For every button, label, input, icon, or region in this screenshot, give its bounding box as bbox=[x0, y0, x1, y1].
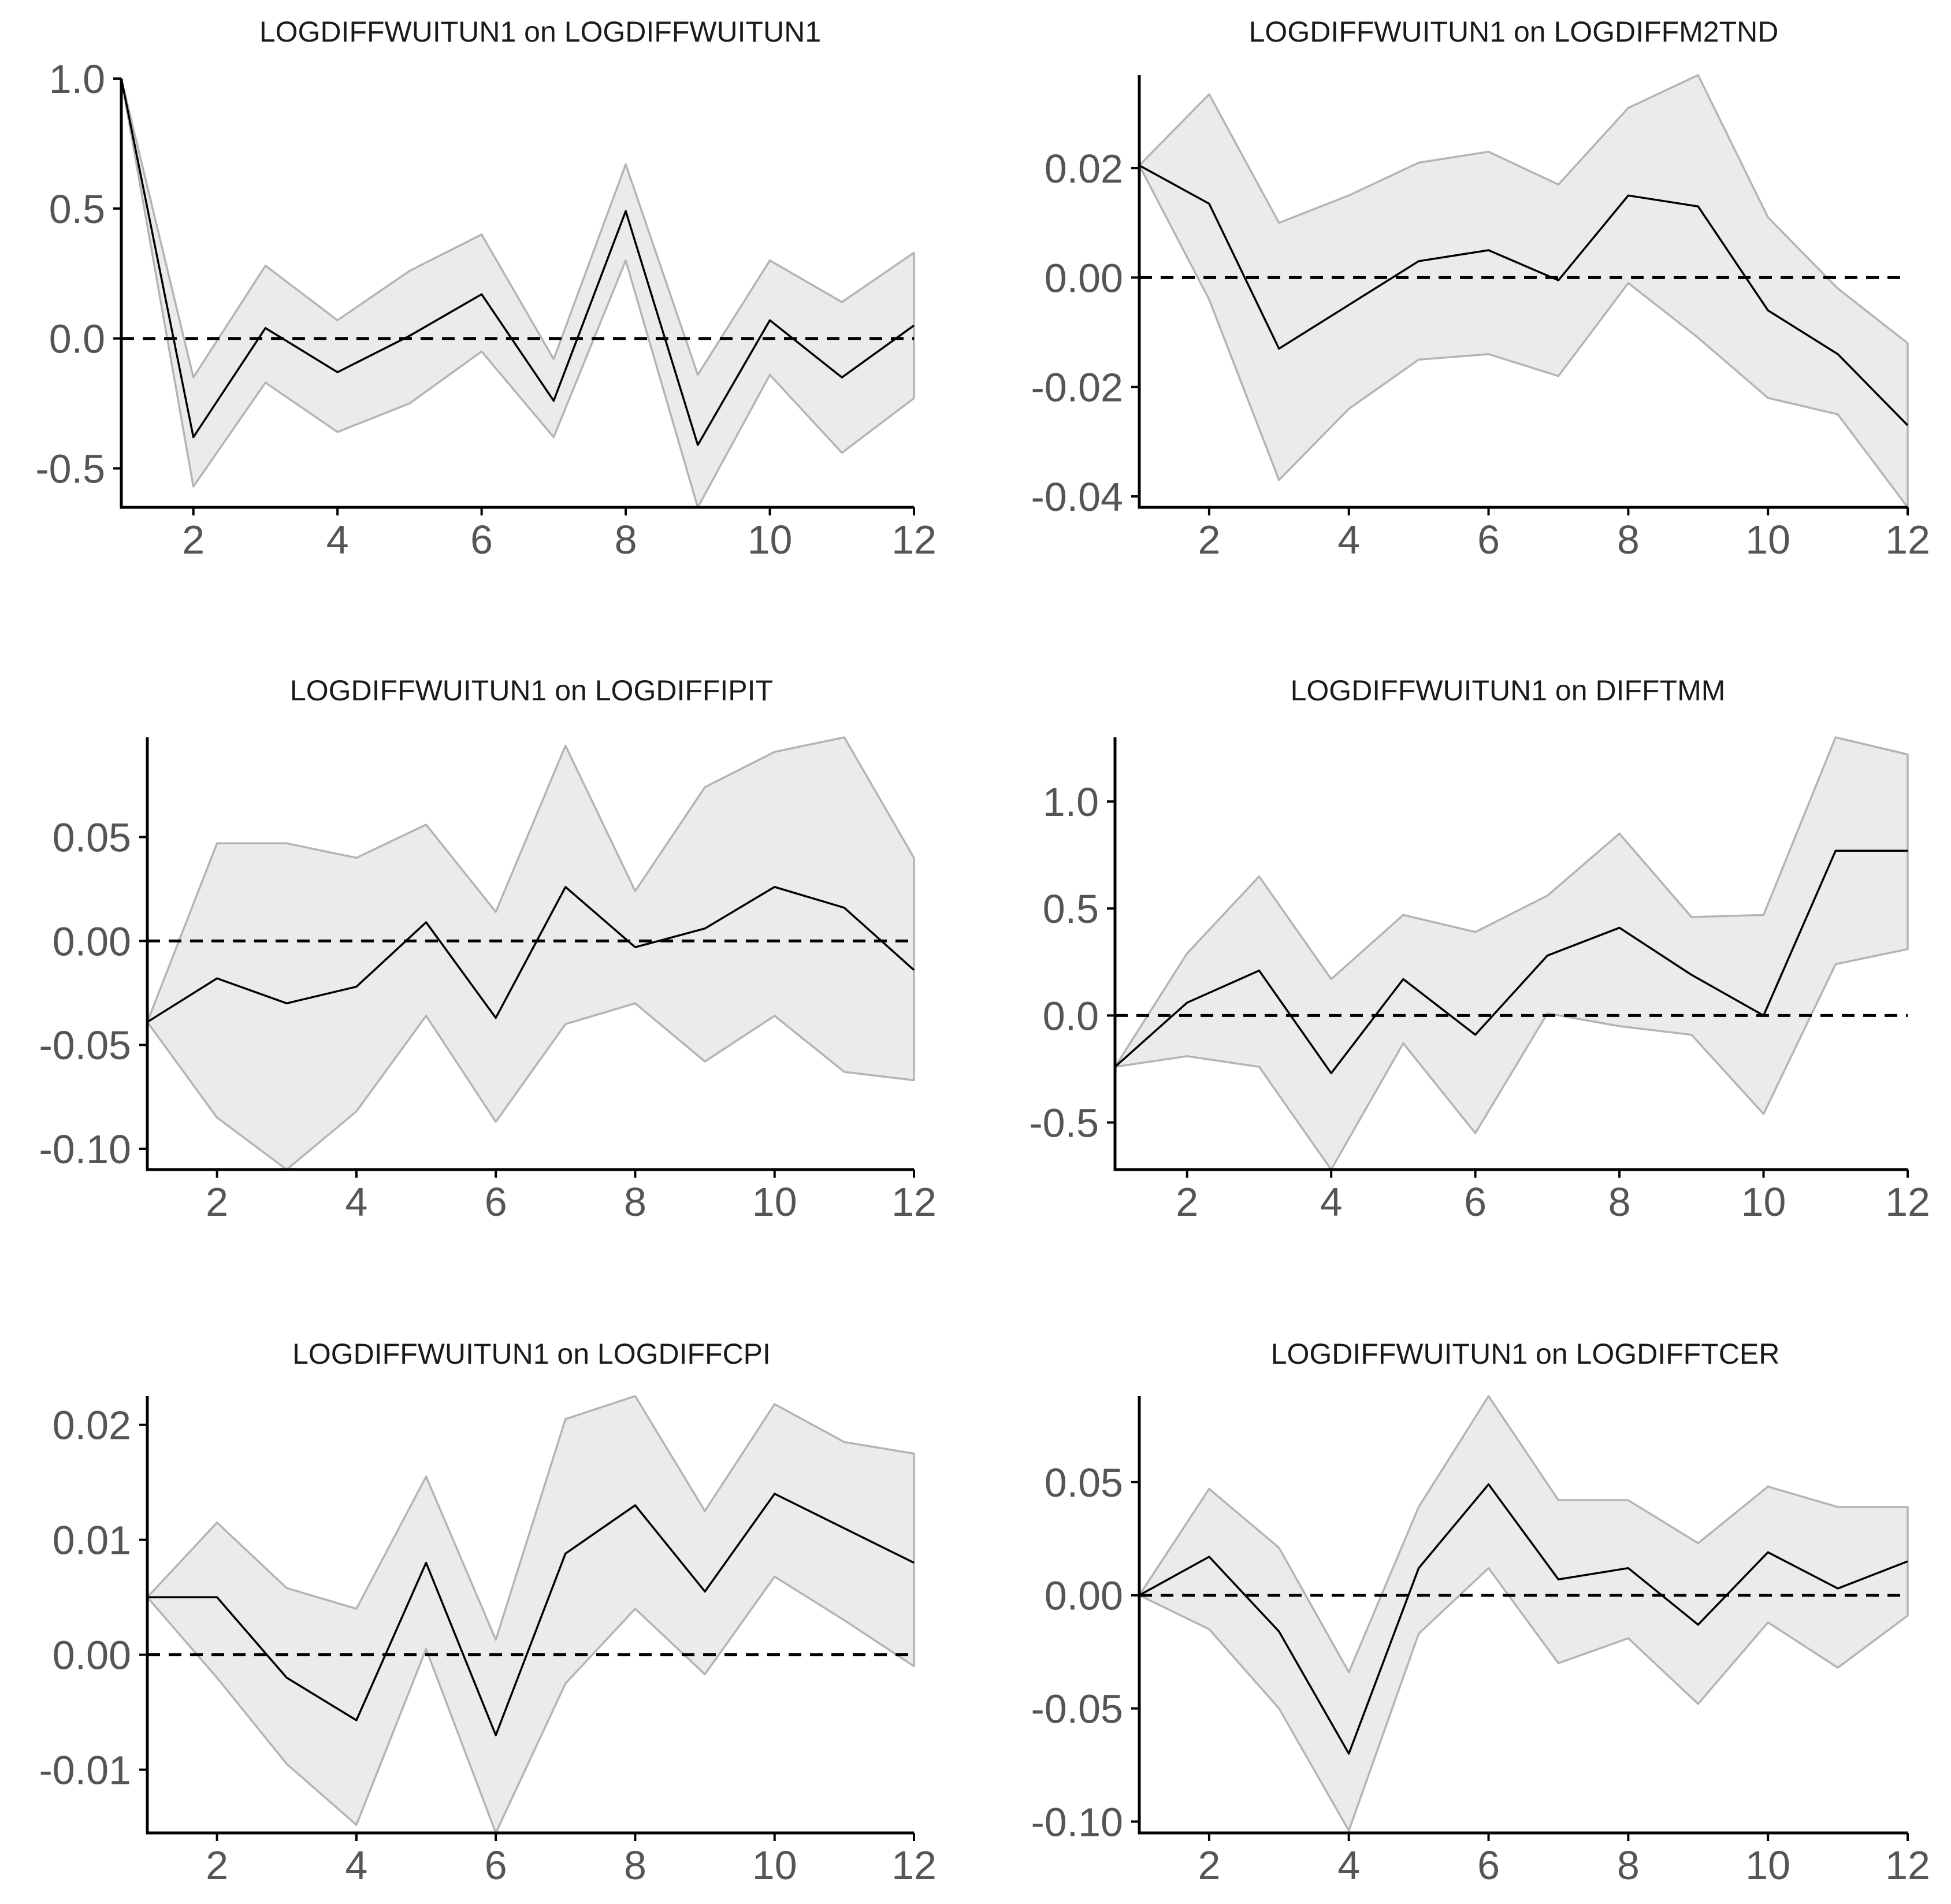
x-tick-label: 6 bbox=[1477, 517, 1500, 562]
x-tick-label: 4 bbox=[1320, 1179, 1343, 1224]
x-tick-label: 2 bbox=[1198, 1843, 1220, 1888]
x-tick-label: 2 bbox=[182, 517, 205, 562]
panel-title: LOGDIFFWUITUN1 on LOGDIFFIPIT bbox=[290, 674, 773, 707]
plot-area: 2 4 6 8 10 12 1.0 0.5 0.0 -0.5 bbox=[35, 57, 937, 562]
panel-2: LOGDIFFWUITUN1 on LOGDIFFM2TND 2 4 6 8 10 12 0… bbox=[1031, 16, 1930, 562]
y-tick-label: 0.5 bbox=[49, 187, 105, 232]
y-tick-label: 0.02 bbox=[1045, 146, 1123, 191]
plot-area: 2 4 6 8 10 12 0.02 0.01 0.00 -0.01 bbox=[39, 1395, 937, 1888]
x-tick-label: 6 bbox=[470, 517, 493, 562]
response-line bbox=[120, 78, 915, 446]
panel-4: LOGDIFFWUITUN1 on DIFFTMM 2 4 6 8 10 12 1.0 0.5… bbox=[1029, 674, 1930, 1224]
y-tick-label: 0.5 bbox=[1043, 886, 1099, 931]
y-tick-label: -0.10 bbox=[1031, 1799, 1123, 1844]
x-tick-label: 6 bbox=[1477, 1843, 1500, 1888]
y-tick-label: 0.0 bbox=[1043, 993, 1099, 1038]
panel-title: LOGDIFFWUITUN1 on LOGDIFFM2TND bbox=[1249, 16, 1779, 48]
plot-area: 2 4 6 8 10 12 0.05 0.00 -0.05 -0.10 bbox=[39, 736, 937, 1224]
y-tick-label: -0.5 bbox=[1029, 1101, 1099, 1146]
y-tick-label: -0.05 bbox=[1031, 1687, 1123, 1732]
y-tick-label: 0.00 bbox=[53, 1633, 131, 1678]
x-tick-label: 12 bbox=[891, 1179, 937, 1224]
response-line bbox=[1139, 164, 1909, 426]
x-tick-label: 12 bbox=[1885, 1179, 1930, 1224]
y-tick-label: 0.00 bbox=[1045, 255, 1123, 300]
confidence-band bbox=[120, 77, 915, 509]
x-tick-label: 4 bbox=[1337, 1843, 1360, 1888]
panel-title: LOGDIFFWUITUN1 on LOGDIFFTCER bbox=[1271, 1338, 1780, 1370]
x-tick-label: 8 bbox=[1617, 1843, 1640, 1888]
panel-5: LOGDIFFWUITUN1 on LOGDIFFCPI 2 4 6 8 10 12 0.0… bbox=[39, 1338, 937, 1888]
panel-3: LOGDIFFWUITUN1 on LOGDIFFIPIT 2 4 6 8 10 12 0.… bbox=[39, 674, 937, 1224]
panel-6: LOGDIFFWUITUN1 on LOGDIFFTCER 2 4 6 8 10 12 0.… bbox=[1031, 1338, 1930, 1888]
y-tick-label: 0.01 bbox=[53, 1518, 131, 1563]
x-tick-label: 10 bbox=[1741, 1179, 1786, 1224]
response-line bbox=[1114, 849, 1908, 1075]
response-line bbox=[147, 1493, 915, 1736]
x-tick-label: 4 bbox=[345, 1843, 367, 1888]
y-tick-label: 0.00 bbox=[53, 919, 131, 964]
x-tick-label: 4 bbox=[326, 517, 349, 562]
panel-title: LOGDIFFWUITUN1 on LOGDIFFCPI bbox=[292, 1338, 771, 1370]
x-tick-label: 6 bbox=[1464, 1179, 1487, 1224]
plot-area: 2 4 6 8 10 12 0.02 0.00 -0.02 -0.04 bbox=[1031, 74, 1930, 562]
y-tick-label: 0.00 bbox=[1045, 1573, 1123, 1619]
y-tick-label: 0.02 bbox=[53, 1403, 131, 1448]
x-tick-label: 6 bbox=[485, 1843, 507, 1888]
y-tick-label: -0.02 bbox=[1031, 365, 1123, 410]
response-line bbox=[1139, 1483, 1908, 1755]
x-tick-label: 8 bbox=[624, 1179, 646, 1224]
response-line bbox=[147, 886, 915, 1023]
panel-title: LOGDIFFWUITUN1 on DIFFTMM bbox=[1291, 674, 1726, 707]
y-tick-label: 1.0 bbox=[1043, 780, 1099, 825]
y-tick-label: -0.5 bbox=[35, 447, 105, 492]
y-tick-label: -0.10 bbox=[39, 1127, 131, 1172]
x-tick-label: 2 bbox=[1176, 1179, 1198, 1224]
x-tick-label: 4 bbox=[1337, 517, 1360, 562]
y-tick-label: 1.0 bbox=[49, 57, 105, 102]
x-tick-label: 10 bbox=[752, 1179, 797, 1224]
x-tick-label: 12 bbox=[1885, 517, 1930, 562]
y-tick-label: -0.04 bbox=[1031, 474, 1123, 519]
y-tick-label: 0.0 bbox=[49, 317, 105, 362]
x-tick-label: 6 bbox=[485, 1179, 507, 1224]
y-tick-label: 0.05 bbox=[53, 815, 131, 860]
x-tick-label: 10 bbox=[748, 517, 793, 562]
confidence-band bbox=[1114, 736, 1909, 1171]
plot-area: 2 4 6 8 10 12 0.05 0.00 -0.05 -0.10 bbox=[1031, 1395, 1930, 1888]
x-tick-label: 8 bbox=[1608, 1179, 1631, 1224]
x-tick-label: 2 bbox=[206, 1179, 228, 1224]
plot-area: 2 4 6 8 10 12 1.0 0.5 0.0 -0.5 bbox=[1029, 736, 1930, 1224]
panel-title: LOGDIFFWUITUN1 on LOGDIFFWUITUN1 bbox=[259, 16, 821, 48]
x-tick-label: 10 bbox=[752, 1843, 797, 1888]
confidence-band bbox=[1138, 74, 1909, 509]
x-tick-label: 12 bbox=[891, 1843, 937, 1888]
y-tick-label: -0.01 bbox=[39, 1748, 131, 1793]
x-tick-label: 8 bbox=[615, 517, 637, 562]
x-tick-label: 12 bbox=[891, 517, 937, 562]
x-tick-label: 10 bbox=[1745, 1843, 1790, 1888]
confidence-band bbox=[146, 1395, 915, 1834]
y-tick-label: -0.05 bbox=[39, 1023, 131, 1068]
x-tick-label: 8 bbox=[624, 1843, 646, 1888]
y-tick-label: 0.05 bbox=[1045, 1460, 1123, 1505]
x-tick-label: 8 bbox=[1617, 517, 1640, 562]
x-tick-label: 10 bbox=[1745, 517, 1790, 562]
x-tick-label: 12 bbox=[1885, 1843, 1930, 1888]
panel-1: LOGDIFFWUITUN1 on LOGDIFFWUITUN1 2 4 6 8 10 1… bbox=[35, 16, 937, 562]
x-tick-label: 4 bbox=[345, 1179, 367, 1224]
x-tick-label: 2 bbox=[206, 1843, 228, 1888]
x-tick-label: 2 bbox=[1198, 517, 1220, 562]
confidence-band bbox=[1138, 1395, 1909, 1832]
